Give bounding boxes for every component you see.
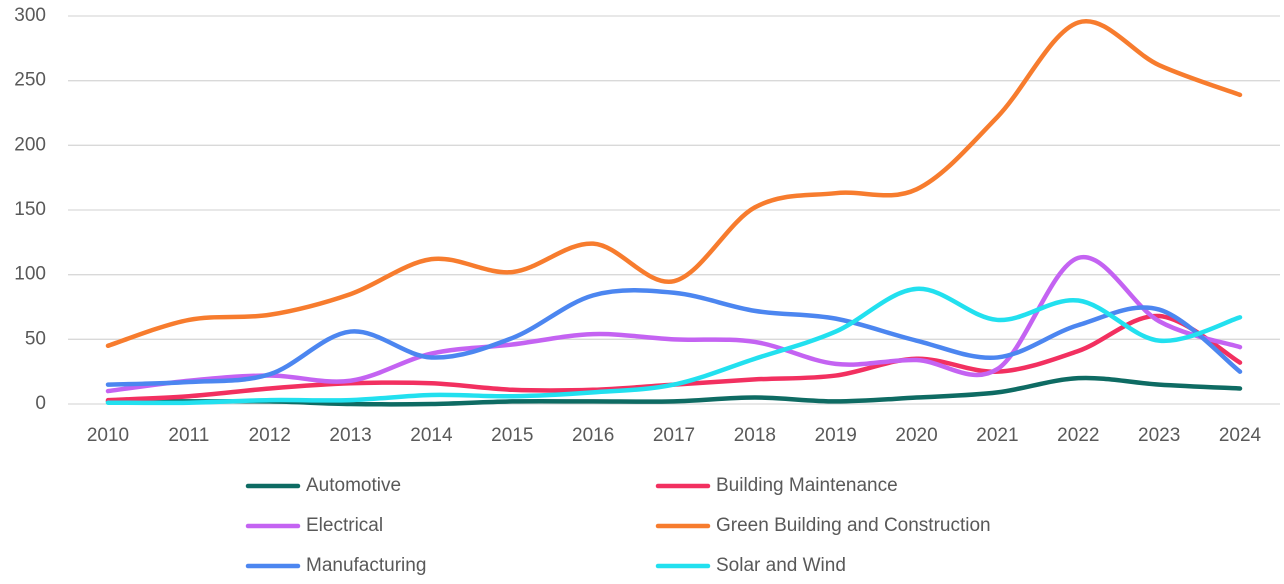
legend-label: Manufacturing (306, 555, 426, 576)
series-line (105, 286, 1243, 406)
x-tick-label: 2015 (491, 425, 533, 446)
x-tick-label: 2023 (1138, 425, 1180, 446)
series-line (105, 254, 1243, 394)
legend-label: Solar and Wind (716, 555, 846, 576)
series-line (105, 288, 1243, 387)
x-tick-label: 2012 (249, 425, 291, 446)
series-line (105, 19, 1243, 349)
x-tick-label: 2013 (329, 425, 371, 446)
x-tick-label: 2021 (976, 425, 1018, 446)
y-tick-label: 300 (14, 5, 46, 26)
x-tick-label: 2020 (895, 425, 937, 446)
x-tick-label: 2011 (168, 425, 209, 446)
x-tick-label: 2022 (1057, 425, 1099, 446)
y-tick-label: 0 (35, 393, 46, 414)
legend-label: Automotive (306, 475, 401, 496)
x-tick-label: 2018 (734, 425, 776, 446)
x-tick-label: 2016 (572, 425, 614, 446)
x-tick-label: 2010 (87, 425, 129, 446)
x-tick-label: 2017 (653, 425, 695, 446)
y-tick-label: 150 (14, 199, 46, 220)
x-tick-label: 2014 (410, 425, 453, 446)
legend-label: Electrical (306, 515, 383, 536)
y-tick-label: 100 (14, 264, 46, 285)
y-tick-label: 200 (14, 134, 46, 155)
x-tick-label: 2024 (1219, 425, 1262, 446)
y-tick-label: 50 (25, 328, 46, 349)
x-tick-label: 2019 (815, 425, 857, 446)
legend-label: Building Maintenance (716, 475, 898, 496)
y-tick-label: 250 (14, 70, 46, 91)
legend-label: Green Building and Construction (716, 515, 991, 536)
